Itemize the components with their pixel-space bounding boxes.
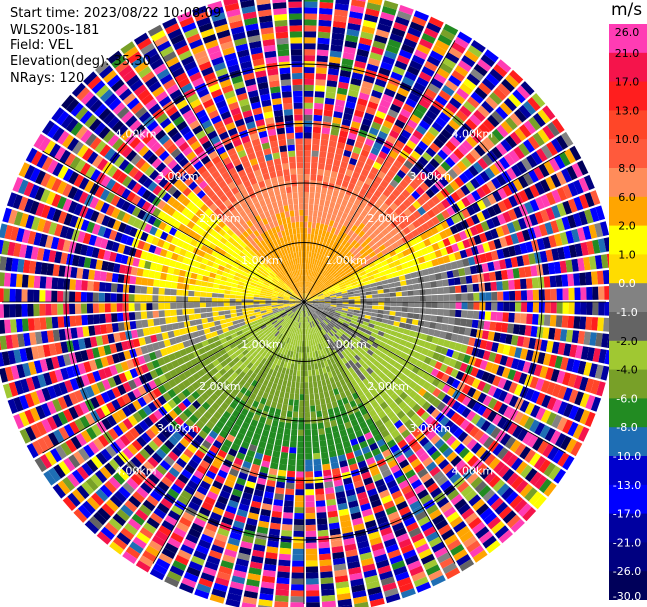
colorbar-tick-label: 6.0	[618, 191, 636, 204]
colorbar-tick-label: -1.0	[616, 306, 637, 319]
colorbar-tick-label: -13.0	[613, 479, 641, 492]
range-ring-label: 3.00km	[157, 422, 199, 435]
range-ring-label: 3.00km	[157, 170, 199, 183]
colorbar-tick-label: 1.0	[618, 248, 636, 261]
colorbar-segment	[609, 110, 647, 140]
colorbar-segment	[609, 542, 647, 572]
range-ring-label: 4.00km	[452, 128, 494, 141]
colorbar-tick-label: 17.0	[615, 76, 640, 89]
azimuth-spoke	[42, 150, 305, 303]
elevation-label: Elevation(deg): 35.30	[10, 54, 151, 69]
start-time: Start time: 2023/08/22 10:08:09	[10, 6, 222, 21]
range-ring-label: 2.00km	[367, 212, 409, 225]
range-rings-and-spokes: 1.00km 1.00km 1.00km 1.00km 2.00km 2.00km 2.00…	[2, 0, 606, 604]
field-label: Field: VEL	[10, 38, 73, 53]
instrument-name: WLS200s-181	[10, 23, 100, 38]
colorbar-tick-label: -4.0	[616, 364, 637, 377]
range-ring-label: 4.00km	[115, 128, 157, 141]
colorbar-segment	[609, 24, 647, 54]
colorbar: 26.0 21.0 17.0 13.0 10.0 8.0 6.0 2.0 1.0 0.0 -1.0 -…	[609, 24, 647, 600]
colorbar-segment	[609, 427, 647, 457]
colorbar-segment	[609, 52, 647, 83]
range-ring-label: 3.00km	[409, 422, 451, 435]
colorbar-segment	[609, 456, 647, 486]
range-ring-label: 1.00km	[241, 254, 283, 267]
range-ring-label: 2.00km	[199, 380, 241, 393]
colorbar-tick-label: 10.0	[615, 133, 640, 146]
colorbar-tick-label: -17.0	[613, 508, 641, 521]
range-ring-label: 3.00km	[409, 170, 451, 183]
range-ring-label: 4.00km	[452, 464, 494, 477]
range-ring-label: 1.00km	[325, 254, 367, 267]
colorbar-segment	[609, 369, 647, 399]
colorbar-segment	[609, 398, 647, 428]
azimuth-spoke	[303, 40, 456, 303]
azimuth-spoke	[303, 150, 566, 303]
colorbar-tick-label: 8.0	[618, 162, 636, 175]
nrays-label: NRays: 120	[10, 71, 85, 86]
azimuth-spoke	[303, 301, 456, 564]
azimuth-spoke	[152, 40, 305, 303]
range-ring-label: 2.00km	[367, 380, 409, 393]
range-ring-label: 4.00km	[115, 464, 157, 477]
colorbar-tick-label: -21.0	[613, 536, 641, 549]
colorbar-tick-label: 13.0	[615, 104, 640, 117]
colorbar-tick-label: 2.0	[618, 220, 636, 233]
colorbar-segment	[609, 196, 647, 227]
radar-rays	[0, 0, 617, 607]
colorbar-tick-label: 26.0	[615, 26, 640, 39]
colorbar-tick-label: 0.0	[618, 277, 636, 290]
colorbar-segment	[609, 283, 647, 313]
range-ring-label: 1.00km	[325, 338, 367, 351]
colorbar-unit: m/s	[611, 0, 643, 20]
colorbar-segment	[609, 340, 647, 371]
range-ring-label: 2.00km	[199, 212, 241, 225]
colorbar-segment	[609, 513, 647, 543]
colorbar-segment	[609, 139, 647, 169]
colorbar-segment	[609, 254, 647, 284]
range-ring-label: 1.00km	[241, 338, 283, 351]
colorbar-segment	[609, 168, 647, 198]
colorbar-tick-label: -6.0	[616, 392, 637, 405]
colorbar-segment	[609, 484, 647, 515]
colorbar-segment	[609, 81, 647, 111]
colorbar-tick-label: -2.0	[616, 335, 637, 348]
colorbar-segment	[609, 312, 647, 342]
colorbar-segment	[609, 225, 647, 255]
azimuth-spoke	[42, 301, 305, 454]
azimuth-spoke	[152, 301, 305, 564]
colorbar-tick-label: -10.0	[613, 450, 641, 463]
colorbar-tick-label: -30.0	[613, 590, 641, 600]
colorbar-tick-label: -8.0	[616, 421, 637, 434]
colorbar-tick-label: -26.0	[613, 565, 641, 578]
azimuth-spoke	[303, 301, 566, 454]
colorbar-tick-label: 21.0	[615, 47, 640, 60]
colorbar-segment	[609, 571, 647, 600]
